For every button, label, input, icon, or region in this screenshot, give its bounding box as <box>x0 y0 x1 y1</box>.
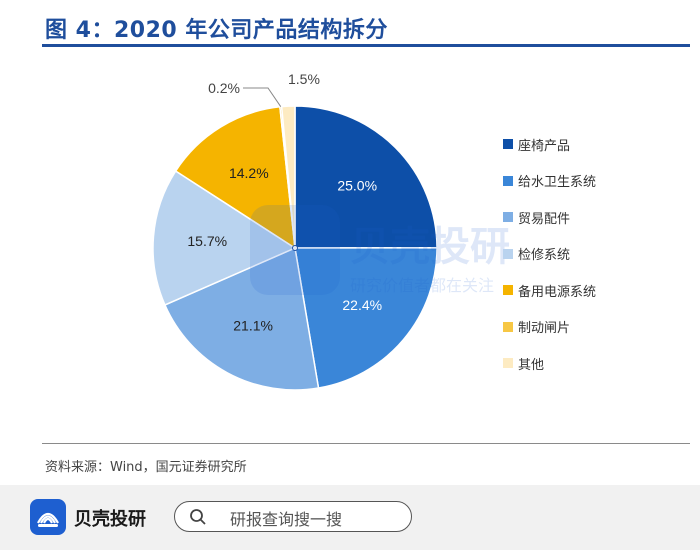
watermark: 贝壳投研 研究价值者都在关注 <box>250 205 580 299</box>
pie-chart: 25.0% 22.4% 21.1% 15.7% 14.2% 0.2% 1.5% <box>152 71 438 391</box>
pie-slice <box>280 105 296 249</box>
slice-label: 25.0% <box>337 178 377 194</box>
legend-item: 座椅产品 <box>503 126 596 163</box>
legend-label: 备用电源系统 <box>518 284 597 300</box>
search-placeholder[interactable]: 研报查询搜一搜 <box>230 510 343 529</box>
legend-item: 备用电源系统 <box>503 272 596 309</box>
slice-label: 21.1% <box>233 317 273 333</box>
legend-swatch <box>503 139 513 150</box>
footer-brand[interactable]: 贝壳投研 <box>74 509 146 530</box>
watermark-tagline: 研究价值者都在关注 <box>350 276 494 295</box>
slice-label: 15.7% <box>187 233 227 249</box>
slice-label: 1.5% <box>288 71 320 87</box>
pie-slice <box>294 105 438 249</box>
chart-legend: 座椅产品给水卫生系统 贸易配件检修系统备用电源系统 制动闸片其他 <box>503 126 596 382</box>
slice-label: 14.2% <box>229 165 269 181</box>
legend-label: 制动闸片 <box>518 321 571 337</box>
legend-swatch <box>503 175 513 186</box>
pie-slice <box>174 105 296 250</box>
legend-item: 制动闸片 <box>503 309 596 346</box>
legend-label: 其他 <box>518 357 545 373</box>
source-divider <box>42 443 690 444</box>
legend-swatch <box>503 321 513 332</box>
legend-label: 座椅产品 <box>518 138 571 154</box>
search-icon <box>190 509 206 525</box>
search-input[interactable] <box>174 501 412 532</box>
watermark-brand: 贝壳投研 <box>350 224 510 270</box>
legend-label: 给水卫生系统 <box>518 175 597 191</box>
label-leader-line <box>243 87 282 107</box>
legend-swatch <box>503 358 513 369</box>
title-divider <box>42 44 690 47</box>
shell-logo-icon[interactable] <box>30 499 66 535</box>
pie-slice <box>152 170 297 306</box>
slice-label: 0.2% <box>208 80 240 96</box>
legend-label: 检修系统 <box>518 248 571 264</box>
legend-swatch <box>503 248 513 259</box>
chart-title: 图 4：2020 年公司产品结构拆分 <box>45 18 388 43</box>
legend-label: 贸易配件 <box>518 211 571 227</box>
legend-item: 其他 <box>503 345 596 382</box>
legend-item: 贸易配件 <box>503 199 596 236</box>
legend-item: 给水卫生系统 <box>503 163 596 200</box>
pie-slice <box>163 246 320 391</box>
legend-swatch <box>503 212 513 223</box>
slice-label: 22.4% <box>342 297 382 313</box>
source-note: 资料来源：Wind，国元证券研究所 <box>45 460 247 475</box>
legend-item: 检修系统 <box>503 236 596 273</box>
legend-swatch <box>503 285 513 296</box>
pie-center <box>292 245 298 251</box>
pie-slice <box>294 247 438 389</box>
